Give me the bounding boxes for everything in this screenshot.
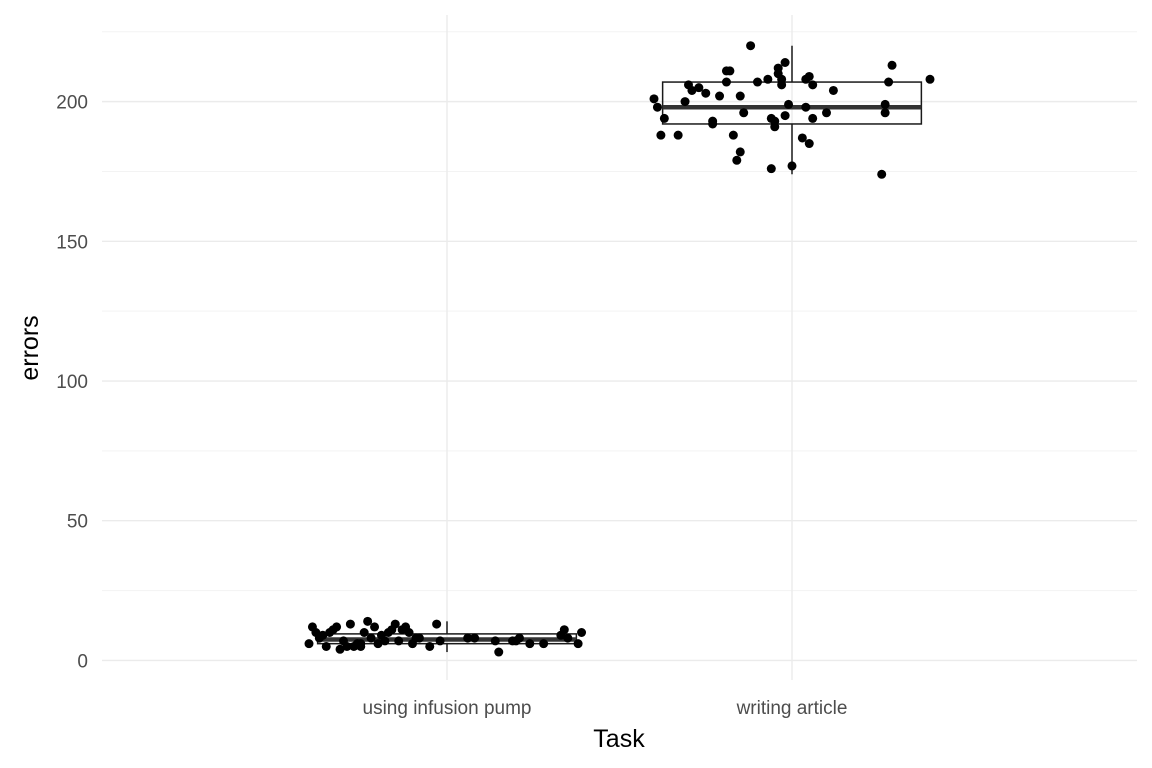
data-point: [380, 636, 390, 646]
data-point: [680, 97, 690, 107]
data-point: [649, 94, 659, 104]
data-point: [577, 628, 587, 637]
data-point: [490, 636, 500, 646]
data-point: [787, 161, 797, 171]
data-point: [525, 639, 535, 649]
data-point: [463, 633, 473, 643]
data-point: [373, 639, 383, 649]
data-point: [345, 619, 355, 629]
y-tick-label: 200: [56, 93, 88, 114]
data-point: [687, 85, 697, 95]
data-point: [808, 80, 818, 90]
y-axis-title: errors: [16, 315, 44, 380]
data-point: [877, 169, 887, 179]
data-point: [335, 644, 345, 654]
y-tick-label: 100: [56, 372, 88, 393]
x-tick-label: using infusion pump: [363, 698, 532, 719]
box: [661, 81, 923, 125]
data-point: [721, 77, 731, 87]
data-point: [563, 633, 573, 643]
data-point: [321, 641, 331, 651]
data-point: [780, 58, 790, 67]
data-point: [332, 622, 342, 632]
data-point: [514, 633, 524, 643]
data-point: [652, 102, 662, 112]
data-point: [304, 639, 314, 649]
grid: [102, 15, 1137, 680]
data-point: [735, 91, 745, 101]
data-point: [808, 113, 818, 123]
data-point: [804, 139, 814, 149]
data-point: [725, 66, 735, 76]
data-point: [735, 147, 745, 157]
data-point: [925, 74, 935, 84]
data-point: [390, 619, 400, 629]
data-point: [694, 83, 704, 93]
data-point: [801, 102, 811, 112]
data-point: [318, 630, 328, 640]
data-point: [659, 113, 669, 123]
data-point: [404, 628, 414, 637]
data-point: [880, 108, 890, 118]
data-point: [828, 85, 838, 95]
data-point: [728, 130, 738, 140]
data-point: [763, 74, 773, 84]
data-point: [777, 80, 787, 90]
data-point: [773, 63, 783, 73]
data-point: [739, 108, 749, 118]
data-point: [880, 99, 890, 109]
y-tick-label: 150: [56, 232, 88, 253]
data-point: [708, 116, 718, 126]
data-point: [715, 91, 725, 101]
data-point: [884, 77, 894, 87]
data-point: [780, 111, 790, 121]
data-point: [784, 99, 794, 109]
data-point: [356, 641, 366, 651]
x-axis-ticks: using infusion pump writing article: [363, 698, 848, 719]
data-point: [770, 122, 780, 132]
y-tick-label: 50: [67, 512, 88, 533]
y-axis-ticks: 0 50 100 150 200: [56, 93, 88, 673]
data-point: [887, 60, 897, 70]
data-point: [539, 639, 549, 649]
data-point: [746, 41, 756, 51]
data-point: [656, 130, 666, 140]
data-point: [766, 164, 776, 174]
y-tick-label: 0: [77, 651, 88, 672]
data-point: [804, 71, 814, 81]
x-axis-title: Task: [593, 725, 645, 753]
x-tick-label: writing article: [736, 698, 848, 719]
data-point: [366, 633, 376, 643]
data-point: [822, 108, 831, 118]
data-point: [494, 647, 504, 657]
data-point: [425, 641, 435, 651]
data-point: [673, 130, 683, 140]
data-point: [797, 133, 807, 143]
data-point: [359, 628, 369, 637]
data-point: [559, 625, 569, 635]
data-point: [432, 619, 442, 629]
data-point: [342, 641, 352, 651]
data-point: [394, 636, 404, 646]
data-point: [732, 155, 742, 165]
data-point: [435, 636, 445, 646]
data-points: [304, 41, 935, 657]
data-point: [470, 633, 480, 643]
data-point: [363, 616, 373, 626]
boxes: [316, 45, 923, 653]
data-point: [701, 88, 711, 98]
data-point: [370, 622, 380, 632]
data-point: [414, 633, 424, 643]
data-point: [573, 639, 583, 649]
data-point: [753, 77, 762, 87]
